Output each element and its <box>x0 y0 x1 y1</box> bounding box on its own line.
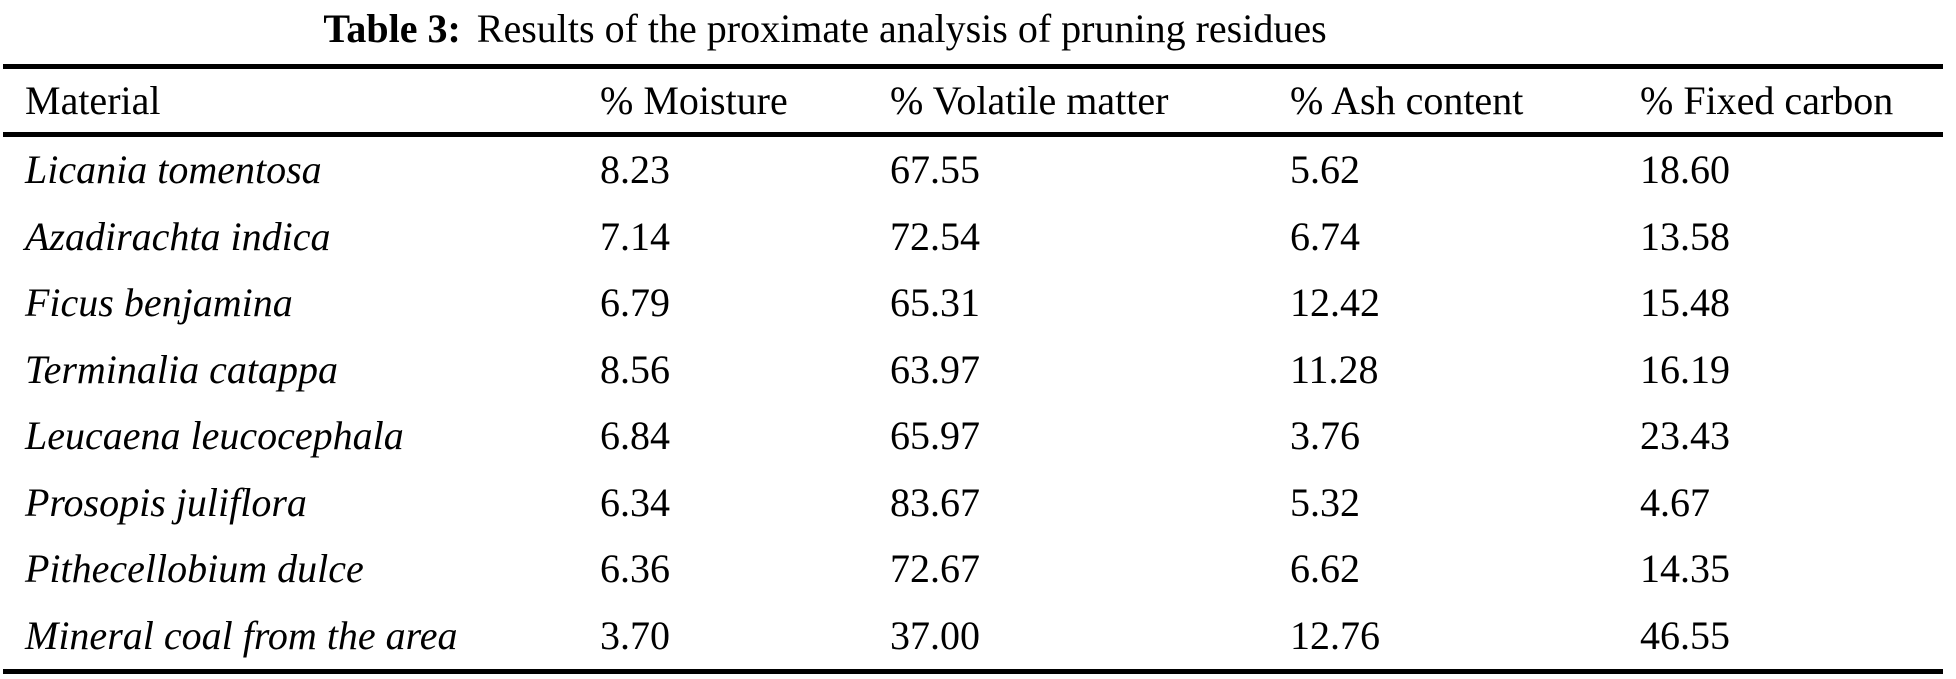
cell-material: Ficus benjamina <box>25 280 293 325</box>
table-row: Prosopis juliflora 6.34 83.67 5.32 4.67 <box>3 470 1943 537</box>
cell-ash-content: 12.76 <box>1290 612 1380 658</box>
cell-fixed-carbon: 18.60 <box>1640 147 1730 192</box>
table-row: Terminalia catappa 8.56 63.97 11.28 16.1… <box>3 337 1943 404</box>
cell-material: Azadirachta indica <box>25 213 331 259</box>
cell-fixed-carbon: 15.48 <box>1640 280 1730 325</box>
cell-ash-content: 6.74 <box>1290 213 1360 259</box>
table-header-row: Material % Moisture % Volatile matter % … <box>3 69 1943 137</box>
cell-material: Terminalia catappa <box>25 346 338 392</box>
cell-fixed-carbon: 46.55 <box>1640 612 1730 658</box>
column-header-ash-content: % Ash content <box>1290 78 1524 123</box>
proximate-analysis-table: Material % Moisture % Volatile matter % … <box>3 64 1943 674</box>
column-header-fixed-carbon: % Fixed carbon <box>1640 78 1894 123</box>
table-caption-text: Results of the proximate analysis of pru… <box>476 6 1327 51</box>
cell-volatile-matter: 67.55 <box>890 147 980 192</box>
cell-moisture: 3.70 <box>600 612 670 658</box>
cell-material: Prosopis juliflora <box>25 479 307 525</box>
cell-fixed-carbon: 23.43 <box>1640 413 1730 458</box>
cell-ash-content: 12.42 <box>1290 280 1380 325</box>
cell-volatile-matter: 72.67 <box>890 546 980 591</box>
table-row: Mineral coal from the area 3.70 37.00 12… <box>3 603 1943 670</box>
table-row: Leucaena leucocephala 6.84 65.97 3.76 23… <box>3 403 1943 470</box>
cell-ash-content: 6.62 <box>1290 546 1360 591</box>
column-header-volatile-matter: % Volatile matter <box>890 78 1169 123</box>
cell-ash-content: 5.62 <box>1290 147 1360 192</box>
cell-volatile-matter: 65.97 <box>890 413 980 458</box>
column-header-material: Material <box>25 78 161 123</box>
column-header-moisture: % Moisture <box>600 78 788 123</box>
table-row: Pithecellobium dulce 6.36 72.67 6.62 14.… <box>3 536 1943 603</box>
cell-moisture: 8.23 <box>600 147 670 192</box>
cell-material: Licania tomentosa <box>25 147 322 192</box>
cell-moisture: 6.34 <box>600 479 670 525</box>
cell-fixed-carbon: 16.19 <box>1640 346 1730 392</box>
cell-fixed-carbon: 14.35 <box>1640 546 1730 591</box>
cell-ash-content: 5.32 <box>1290 479 1360 525</box>
table-row: Ficus benjamina 6.79 65.31 12.42 15.48 <box>3 270 1943 337</box>
cell-ash-content: 3.76 <box>1290 413 1360 458</box>
table-caption: Table 3: Results of the proximate analysi… <box>0 0 1650 58</box>
cell-volatile-matter: 63.97 <box>890 346 980 392</box>
table-row: Azadirachta indica 7.14 72.54 6.74 13.58 <box>3 204 1943 271</box>
cell-material: Mineral coal from the area <box>25 612 458 658</box>
cell-moisture: 7.14 <box>600 213 670 259</box>
cell-moisture: 6.36 <box>600 546 670 591</box>
cell-volatile-matter: 83.67 <box>890 479 980 525</box>
cell-fixed-carbon: 13.58 <box>1640 213 1730 259</box>
cell-moisture: 8.56 <box>600 346 670 392</box>
cell-fixed-carbon: 4.67 <box>1640 479 1710 525</box>
cell-moisture: 6.84 <box>600 413 670 458</box>
cell-volatile-matter: 72.54 <box>890 213 980 259</box>
cell-material: Leucaena leucocephala <box>25 413 404 458</box>
cell-material: Pithecellobium dulce <box>25 546 364 591</box>
cell-moisture: 6.79 <box>600 280 670 325</box>
cell-ash-content: 11.28 <box>1290 346 1379 392</box>
cell-volatile-matter: 37.00 <box>890 612 980 658</box>
table-body: Licania tomentosa 8.23 67.55 5.62 18.60 … <box>3 137 1943 669</box>
cell-volatile-matter: 65.31 <box>890 280 980 325</box>
table-row: Licania tomentosa 8.23 67.55 5.62 18.60 <box>3 137 1943 204</box>
table-caption-label: Table 3: <box>323 6 461 51</box>
